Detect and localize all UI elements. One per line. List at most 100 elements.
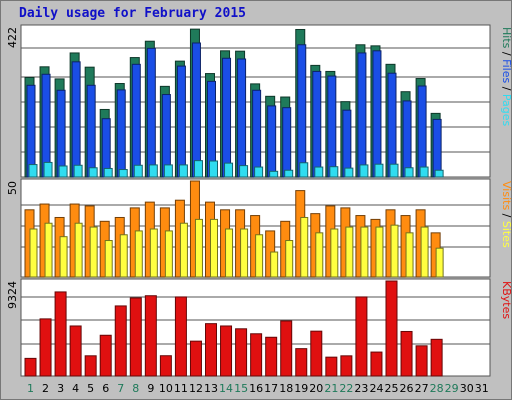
top-bar-files-20 <box>312 70 322 178</box>
top-bar-pages-11 <box>178 164 188 178</box>
bottom-bar-kbytes-12 <box>189 340 202 377</box>
top-bar-pages-25 <box>389 163 399 178</box>
middle-bar-sites-8 <box>134 230 143 278</box>
top-bar-pages-20 <box>314 166 324 178</box>
x-tick-label-22: 22 <box>339 382 353 395</box>
middle-bar-sites-1 <box>29 228 38 278</box>
bottom-bar-kbytes-1 <box>24 357 37 377</box>
top-bar-pages-1 <box>28 164 38 178</box>
middle-ymax-label: 50 <box>6 181 19 195</box>
top-bar-files-1 <box>26 84 36 178</box>
x-tick-label-28: 28 <box>430 382 444 395</box>
top-bar-files-19 <box>297 44 307 178</box>
x-tick-label-10: 10 <box>159 382 173 395</box>
bottom-bar-kbytes-11 <box>174 296 187 377</box>
bottom-bar-kbytes-15 <box>235 328 248 377</box>
middle-bar-sites-16 <box>255 234 264 278</box>
bottom-bar-kbytes-9 <box>144 295 157 377</box>
legend-separator: / <box>500 83 512 94</box>
top-bar-pages-26 <box>404 167 414 178</box>
x-tick-label-18: 18 <box>279 382 293 395</box>
x-tick-label-13: 13 <box>204 382 218 395</box>
middle-bar-sites-21 <box>330 228 339 278</box>
x-tick-label-4: 4 <box>72 382 79 395</box>
top-bar-pages-4 <box>73 164 83 178</box>
x-tick-label-5: 5 <box>87 382 94 395</box>
bottom-bar-kbytes-16 <box>250 333 263 377</box>
bottom-bar-kbytes-3 <box>54 291 67 377</box>
top-bar-pages-17 <box>269 170 279 178</box>
top-bar-files-5 <box>86 84 96 178</box>
top-bar-files-15 <box>237 58 247 178</box>
top-bar-pages-28 <box>434 169 444 178</box>
top-bar-files-23 <box>357 52 367 178</box>
top-bar-pages-15 <box>239 165 249 178</box>
middle-bar-sites-26 <box>405 232 414 278</box>
top-bar-files-8 <box>131 63 141 178</box>
x-tick-label-6: 6 <box>102 382 109 395</box>
middle-bar-sites-15 <box>240 228 249 278</box>
bottom-bar-kbytes-18 <box>280 320 293 377</box>
x-tick-label-2: 2 <box>42 382 49 395</box>
top-bar-pages-14 <box>224 162 234 178</box>
top-bar-pages-10 <box>163 164 173 178</box>
top-bar-files-7 <box>116 89 126 178</box>
chart-title: Daily usage for February 2015 <box>19 6 246 21</box>
top-bar-pages-24 <box>374 163 384 178</box>
bottom-bar-kbytes-7 <box>114 305 127 377</box>
top-bar-pages-16 <box>254 166 264 178</box>
bottom-bar-kbytes-21 <box>325 356 338 377</box>
top-bar-pages-27 <box>419 166 429 178</box>
middle-bar-sites-18 <box>285 240 294 278</box>
top-bar-pages-5 <box>88 167 98 178</box>
top-bar-files-4 <box>71 61 81 178</box>
x-tick-label-27: 27 <box>415 382 429 395</box>
top-panel: 422 Hits / Files / Pages <box>6 24 512 178</box>
bottom-bar-kbytes-4 <box>69 325 82 377</box>
bottom-panel: 9324 KBytes <box>6 278 512 377</box>
middle-bar-sites-5 <box>89 226 98 278</box>
middle-bar-sites-10 <box>164 230 173 278</box>
top-bar-files-12 <box>191 42 201 178</box>
x-tick-label-15: 15 <box>234 382 248 395</box>
x-tick-label-19: 19 <box>294 382 308 395</box>
bottom-bar-kbytes-20 <box>310 330 323 377</box>
x-tick-label-11: 11 <box>174 382 188 395</box>
top-bar-pages-6 <box>103 167 113 178</box>
middle-bar-sites-24 <box>375 226 384 278</box>
legend-pages: Pages <box>500 94 512 127</box>
x-tick-label-1: 1 <box>27 382 34 395</box>
top-bar-files-11 <box>176 65 186 178</box>
top-bar-files-21 <box>327 75 337 178</box>
bottom-bar-kbytes-6 <box>99 334 112 377</box>
top-bar-pages-23 <box>359 164 369 178</box>
bottom-bar-kbytes-19 <box>295 348 308 377</box>
top-bar-files-9 <box>146 47 156 178</box>
x-tick-label-29: 29 <box>445 382 459 395</box>
x-tick-label-7: 7 <box>117 382 124 395</box>
top-bar-files-28 <box>432 118 442 178</box>
legend-hits: Hits <box>500 27 512 49</box>
x-tick-label-12: 12 <box>189 382 203 395</box>
bottom-bar-kbytes-23 <box>355 296 368 377</box>
top-bar-pages-19 <box>299 162 309 178</box>
x-tick-label-14: 14 <box>219 382 233 395</box>
top-bar-files-3 <box>56 89 66 178</box>
middle-bar-sites-6 <box>104 240 113 278</box>
middle-panel: 50 Visits / Sites <box>6 178 512 278</box>
bottom-bar-kbytes-22 <box>340 355 353 377</box>
legend-kbytes: KBytes <box>500 281 512 319</box>
bottom-legend: KBytes <box>500 281 512 319</box>
top-bar-pages-3 <box>58 165 68 178</box>
top-bar-pages-2 <box>43 161 53 178</box>
top-bar-pages-22 <box>344 167 354 178</box>
x-tick-label-21: 21 <box>324 382 338 395</box>
bottom-bar-kbytes-8 <box>129 297 142 377</box>
middle-bar-sites-28 <box>435 247 444 278</box>
bottom-bar-kbytes-27 <box>415 345 428 377</box>
top-bar-pages-13 <box>209 160 219 178</box>
middle-legend: Visits / Sites <box>500 181 512 248</box>
top-bar-pages-7 <box>118 169 128 178</box>
top-bar-pages-18 <box>284 169 294 178</box>
